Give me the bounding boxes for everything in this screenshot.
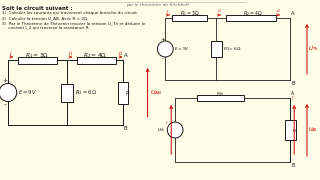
Bar — [18, 57, 57, 64]
Text: $I$: $I$ — [9, 50, 12, 58]
Bar — [226, 15, 276, 21]
Bar — [211, 41, 222, 57]
Circle shape — [157, 41, 173, 57]
Bar — [77, 57, 116, 64]
Text: 1)  Calculer les courants qui traversent chaque branche du circuit.: 1) Calculer les courants qui traversent … — [2, 11, 138, 15]
Text: $R_1 = 3\Omega$: $R_1 = 3\Omega$ — [180, 10, 200, 19]
Text: $R$: $R$ — [292, 127, 297, 134]
Text: A: A — [124, 53, 128, 58]
Text: -: - — [4, 102, 6, 107]
Bar — [285, 120, 296, 140]
Text: $I$: $I$ — [166, 8, 170, 15]
Text: $E = 9V$: $E = 9V$ — [174, 44, 190, 51]
Text: par le théorème de Kirchhoff: par le théorème de Kirchhoff — [126, 3, 189, 7]
Text: B: B — [291, 163, 295, 168]
Text: $R_2 = 4\Omega$: $R_2 = 4\Omega$ — [243, 10, 263, 19]
Text: Soit le circuit suivant :: Soit le circuit suivant : — [2, 6, 73, 11]
Text: 2)  Calculer la tension U_AB. Avec R = 2Ω.: 2) Calculer la tension U_AB. Avec R = 2Ω… — [2, 16, 88, 20]
Text: $E = 9V$: $E = 9V$ — [18, 87, 37, 96]
Text: $R_3 = 6\,\Omega$: $R_3 = 6\,\Omega$ — [75, 88, 97, 97]
Text: +: + — [2, 78, 8, 83]
Text: B: B — [124, 126, 128, 131]
Bar — [172, 15, 207, 21]
Bar — [197, 95, 244, 101]
Text: -: - — [161, 57, 164, 62]
Text: $i_1$: $i_1$ — [218, 7, 222, 15]
Text: $R_1 = 3\Omega$: $R_1 = 3\Omega$ — [25, 51, 49, 60]
Text: A: A — [291, 91, 295, 96]
Text: $i_1$: $i_1$ — [68, 50, 73, 59]
Text: $U_{th}$: $U_{th}$ — [157, 126, 165, 134]
Text: $U_{Th}$: $U_{Th}$ — [308, 45, 318, 53]
Text: A: A — [291, 11, 295, 16]
Text: $R_{th}$: $R_{th}$ — [216, 90, 224, 98]
Text: $I$: $I$ — [165, 118, 168, 125]
Text: 3)  Par le Théorème de Thévenin trouver la tension U_Th et déduire le: 3) Par le Théorème de Thévenin trouver l… — [2, 21, 145, 25]
Bar — [117, 82, 128, 104]
Text: $i_2$: $i_2$ — [118, 50, 124, 59]
Text: +: + — [160, 37, 165, 42]
Text: $i_2$: $i_2$ — [276, 7, 281, 15]
Text: $I'$: $I'$ — [291, 94, 295, 101]
Text: B: B — [291, 81, 295, 86]
Text: $U_{AB}$: $U_{AB}$ — [149, 88, 162, 97]
Bar — [61, 84, 73, 102]
Text: $U_{AB}$: $U_{AB}$ — [308, 126, 318, 134]
Circle shape — [167, 122, 183, 138]
Text: $R$: $R$ — [125, 89, 130, 96]
Circle shape — [0, 84, 17, 102]
Text: $R_2 = 4\Omega$: $R_2 = 4\Omega$ — [84, 51, 108, 60]
Text: $R_3 = 6\,\Omega$: $R_3 = 6\,\Omega$ — [223, 45, 243, 53]
Text: courant I_2 qui traverse la résistance R.: courant I_2 qui traverse la résistance R… — [2, 26, 90, 30]
